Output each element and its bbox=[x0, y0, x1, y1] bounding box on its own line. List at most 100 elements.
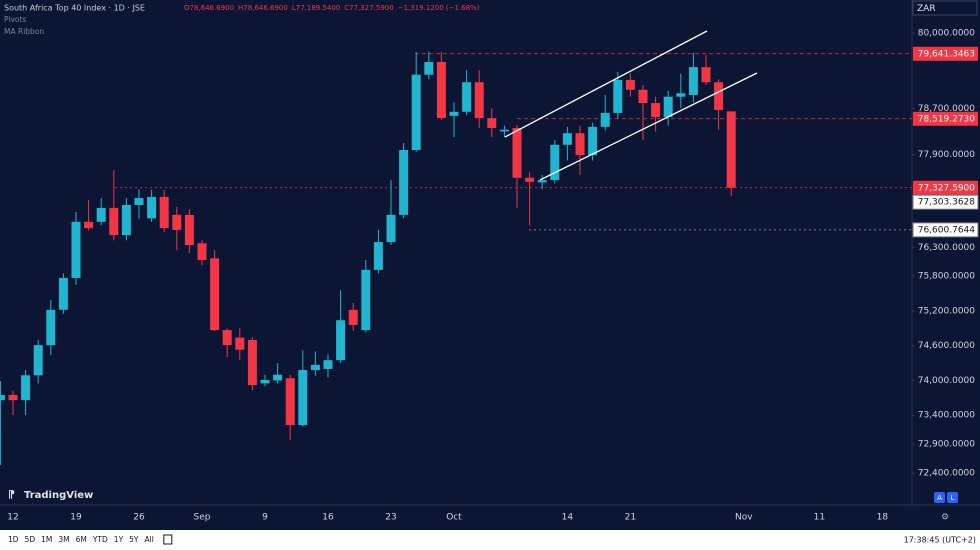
y-tick-label: 80,000.0000 bbox=[918, 29, 976, 39]
candle-body bbox=[512, 127, 522, 178]
candle-body bbox=[172, 214, 182, 230]
candle-body bbox=[474, 82, 484, 119]
branding-icon: ⁋ bbox=[8, 488, 15, 501]
candle-body bbox=[348, 309, 358, 325]
price-label: 77,303.3628 bbox=[918, 198, 976, 208]
candle-body bbox=[399, 149, 409, 215]
y-tick-label: 76,300.0000 bbox=[918, 243, 976, 253]
x-tick-label: 26 bbox=[133, 513, 145, 523]
candle-body bbox=[424, 61, 434, 75]
y-tick-label: 74,600.0000 bbox=[918, 341, 976, 351]
candle-body bbox=[222, 330, 232, 346]
price-label: 78,519.2730 bbox=[918, 114, 976, 124]
x-tick-label: 23 bbox=[385, 513, 396, 523]
price-label-box bbox=[912, 222, 979, 238]
candle-body bbox=[273, 374, 283, 381]
candle-body bbox=[487, 118, 497, 128]
range-button[interactable]: All bbox=[145, 535, 154, 544]
range-button[interactable]: 5Y bbox=[129, 535, 139, 544]
y-tick-label: 73,400.0000 bbox=[918, 411, 976, 421]
candle-body bbox=[550, 144, 560, 181]
range-button[interactable]: 6M bbox=[76, 535, 87, 544]
scale-button-label[interactable]: A bbox=[937, 494, 942, 502]
range-button[interactable]: 1Y bbox=[114, 535, 124, 544]
candle-body bbox=[726, 111, 736, 188]
x-tick-label: 19 bbox=[70, 513, 82, 523]
y-tick-label: 72,400.0000 bbox=[918, 469, 976, 479]
candle-body bbox=[84, 221, 94, 229]
y-tick-label: 77,900.0000 bbox=[918, 150, 976, 160]
candle-body bbox=[121, 205, 131, 236]
currency[interactable]: ZAR bbox=[917, 4, 936, 14]
candle-body bbox=[235, 337, 245, 350]
candle-body bbox=[499, 129, 509, 132]
channel-upper bbox=[504, 30, 708, 138]
indicator: MA Ribbon bbox=[4, 27, 44, 36]
candle-body bbox=[373, 242, 383, 270]
x-tick-label: 14 bbox=[562, 513, 574, 523]
candle-body bbox=[58, 277, 68, 310]
candle-body bbox=[386, 214, 396, 243]
candle-body bbox=[210, 258, 220, 331]
ohlc-legend: O78,646.6900 H78,646.6900 L77,189.5400 C77,… bbox=[184, 4, 480, 12]
price-label-box bbox=[913, 46, 978, 61]
scale-button-label[interactable]: L bbox=[951, 494, 955, 502]
x-tick-label: 12 bbox=[7, 513, 18, 523]
chart-title: South Africa Top 40 Index · 1D · JSE bbox=[4, 4, 145, 13]
x-tick-label: Sep bbox=[194, 513, 211, 523]
y-tick-label: 78,700.0000 bbox=[918, 104, 976, 114]
candle-body bbox=[701, 67, 711, 83]
candle-body bbox=[588, 126, 598, 156]
range-button[interactable]: 5D bbox=[25, 535, 36, 544]
price-label: 76,600.7644 bbox=[918, 225, 976, 235]
legend-value: C77,327.5900 bbox=[344, 4, 393, 12]
scale-button[interactable] bbox=[947, 492, 958, 503]
candle-body bbox=[298, 370, 308, 426]
scale-button[interactable] bbox=[934, 492, 945, 503]
date-range-icon[interactable] bbox=[163, 534, 173, 545]
x-tick-label: 11 bbox=[814, 513, 825, 523]
candle-body bbox=[663, 96, 673, 117]
x-tick-label: 21 bbox=[625, 513, 636, 523]
candle-body bbox=[184, 214, 194, 245]
candle-body bbox=[449, 111, 459, 116]
candle-body bbox=[436, 61, 446, 119]
candle-body bbox=[613, 79, 623, 113]
plot-area bbox=[0, 51, 912, 466]
candle-body bbox=[625, 79, 635, 90]
range-button[interactable]: 1D bbox=[8, 535, 19, 544]
range-button[interactable]: 1M bbox=[41, 535, 52, 544]
candle-body bbox=[197, 243, 207, 261]
candle-body bbox=[147, 196, 157, 219]
candle-body bbox=[8, 394, 18, 401]
price-label-box bbox=[912, 194, 979, 210]
candle-body bbox=[134, 198, 144, 206]
candle-body bbox=[21, 375, 31, 401]
x-tick-label: 16 bbox=[322, 513, 334, 523]
y-tick-label: 72,900.0000 bbox=[918, 440, 976, 450]
range-button[interactable]: YTD bbox=[92, 535, 108, 544]
legend-value: O78,646.6900 bbox=[184, 4, 234, 12]
candle-body bbox=[462, 82, 472, 112]
clock: 17:38:45 (UTC+2) bbox=[904, 536, 976, 545]
settings-icon[interactable]: ⚙ bbox=[941, 513, 949, 523]
currency-box[interactable] bbox=[912, 0, 978, 16]
candle-body bbox=[247, 339, 257, 386]
y-tick-label: 75,200.0000 bbox=[918, 306, 976, 316]
candle-body bbox=[638, 89, 648, 104]
candle-body bbox=[310, 364, 320, 371]
candle-body bbox=[575, 133, 585, 156]
bottom-toolbar bbox=[0, 530, 980, 550]
legend-value: H78,646.6900 bbox=[238, 4, 288, 12]
price-label-box bbox=[913, 180, 978, 195]
candle-body bbox=[600, 112, 610, 127]
range-button[interactable]: 3M bbox=[58, 535, 69, 544]
candle-body bbox=[336, 320, 346, 361]
candle-body bbox=[159, 196, 169, 229]
range-buttons: 1D 5D 1M 3M 6M YTD 1Y 5Y All bbox=[8, 534, 173, 545]
candle-body bbox=[525, 177, 535, 182]
price-label: 79,641.3463 bbox=[918, 49, 975, 59]
y-tick-label: 74,000.0000 bbox=[918, 376, 976, 386]
candle-body bbox=[714, 82, 724, 111]
